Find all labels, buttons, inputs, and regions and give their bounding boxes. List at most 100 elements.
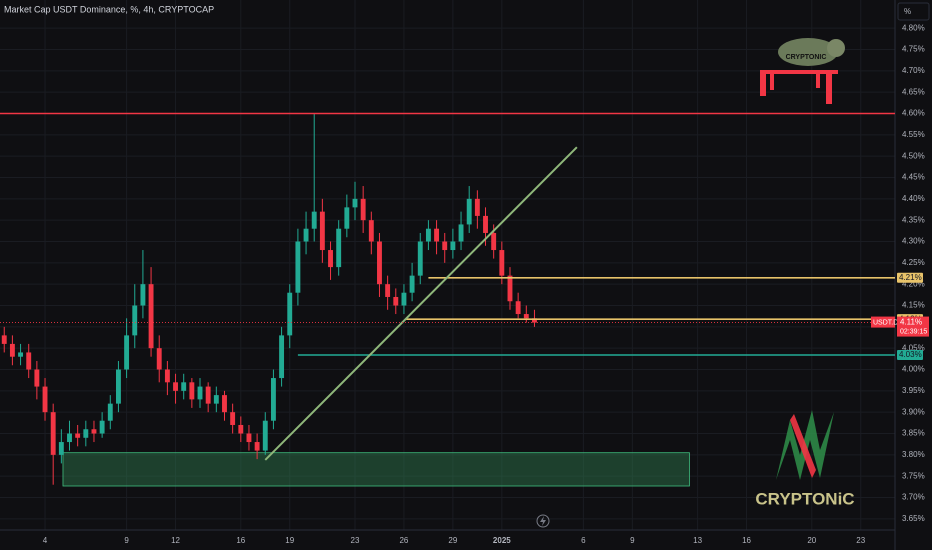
x-tick-label: 4 <box>43 536 48 545</box>
candle-body <box>287 292 293 336</box>
candle-body <box>156 348 162 370</box>
candle-body <box>42 386 48 413</box>
unit-label: % <box>904 7 911 16</box>
candle-body <box>50 412 56 455</box>
candle-body <box>246 433 252 443</box>
unit-box[interactable] <box>897 2 930 21</box>
x-tick-label: 16 <box>236 536 245 545</box>
candle-body <box>132 305 138 336</box>
candle-body <box>58 442 64 455</box>
candle-body <box>18 352 24 357</box>
bear-logo <box>760 38 845 104</box>
candle-body <box>279 335 285 379</box>
candle-body <box>532 318 537 323</box>
candle-body <box>499 250 505 276</box>
candle-body <box>34 369 40 387</box>
candle-body <box>83 429 89 438</box>
x-tick-label: 19 <box>285 536 294 545</box>
candle-body <box>197 386 203 400</box>
plot <box>0 112 895 487</box>
candle-body <box>75 433 81 438</box>
candle-body <box>254 442 260 451</box>
x-tick-label: 6 <box>581 536 586 545</box>
y-tick-label: 4.00% <box>902 365 925 374</box>
y-tick-label: 4.05% <box>902 343 925 352</box>
candle-body <box>425 228 431 242</box>
candle-body <box>238 424 244 434</box>
y-tick-label: 3.70% <box>902 493 925 502</box>
x-tick-label: 9 <box>630 536 635 545</box>
last-price-name: USDT.D <box>873 319 898 326</box>
candle-body <box>385 284 391 297</box>
candle-body <box>352 198 358 208</box>
y-tick-label: 4.50% <box>902 151 925 160</box>
price-tag-label: 4.03% <box>899 350 922 359</box>
y-tick-label: 3.90% <box>902 407 925 416</box>
x-tick-label: 23 <box>351 536 360 545</box>
candle-body <box>417 241 423 276</box>
candle-body <box>311 211 317 229</box>
x-tick-label: 29 <box>448 536 457 545</box>
price-tag-label: 4.21% <box>899 273 922 282</box>
candle-body <box>466 198 472 225</box>
chart-title: Market Cap USDT Dominance, %, 4h, CRYPTO… <box>4 4 214 14</box>
candle-body <box>230 412 236 425</box>
candle-body <box>173 382 178 391</box>
countdown: 02:39:15 <box>900 328 927 335</box>
candle-body <box>393 296 399 306</box>
candle-body <box>9 343 15 357</box>
y-tick-label: 4.30% <box>902 237 925 246</box>
last-price-tag <box>897 316 929 337</box>
x-tick-label: 23 <box>856 536 865 545</box>
candle-body <box>434 228 440 242</box>
candle-body <box>107 403 113 421</box>
candle-body <box>442 241 448 251</box>
candle-body <box>189 382 195 400</box>
x-tick-label: 2025 <box>493 536 511 545</box>
candle-body <box>222 395 227 413</box>
y-tick-label: 4.75% <box>902 45 925 54</box>
x-tick-label: 20 <box>807 536 816 545</box>
candle-body <box>360 198 366 221</box>
support-zone <box>62 452 690 487</box>
y-tick-label: 4.80% <box>902 23 925 32</box>
candle-body <box>26 352 32 370</box>
price-tag <box>897 350 923 361</box>
y-tick-label: 4.40% <box>902 194 925 203</box>
candle-body <box>148 284 154 349</box>
candle-body <box>507 275 513 302</box>
candle-body <box>67 433 72 443</box>
x-tick-label: 12 <box>171 536 180 545</box>
candle-body <box>140 284 146 306</box>
y-tick-label: 4.20% <box>902 279 925 288</box>
replay-icon[interactable] <box>536 514 550 528</box>
logo-text: CRYPTONIC <box>786 54 827 61</box>
x-tick-label: 16 <box>742 536 751 545</box>
candle-body <box>1 335 7 344</box>
candle-body <box>213 395 219 404</box>
candle-body <box>409 275 415 293</box>
y-tick-label: 3.75% <box>902 471 925 480</box>
candle-body <box>483 215 488 233</box>
y-tick-label: 4.65% <box>902 87 925 96</box>
candle-body <box>491 232 497 251</box>
y-tick-label: 4.25% <box>902 258 925 267</box>
candle-body <box>458 224 464 242</box>
x-tick-label: 13 <box>693 536 702 545</box>
x-tick-label: 9 <box>124 536 129 545</box>
trendline <box>264 146 578 461</box>
cryptonic-logo <box>776 410 834 480</box>
last-price-label: 4.11% <box>900 318 922 327</box>
candle-body <box>368 220 374 242</box>
y-tick-label: 4.70% <box>902 66 925 75</box>
candle-body <box>295 241 301 293</box>
y-tick-label: 4.55% <box>902 130 925 139</box>
candle-body <box>262 420 268 451</box>
candle-body <box>115 369 121 404</box>
last-price-tag <box>871 316 895 328</box>
candle-body <box>319 211 325 251</box>
price-tag <box>897 272 923 283</box>
y-tick-label: 3.65% <box>902 514 925 523</box>
candle-body <box>164 369 170 383</box>
